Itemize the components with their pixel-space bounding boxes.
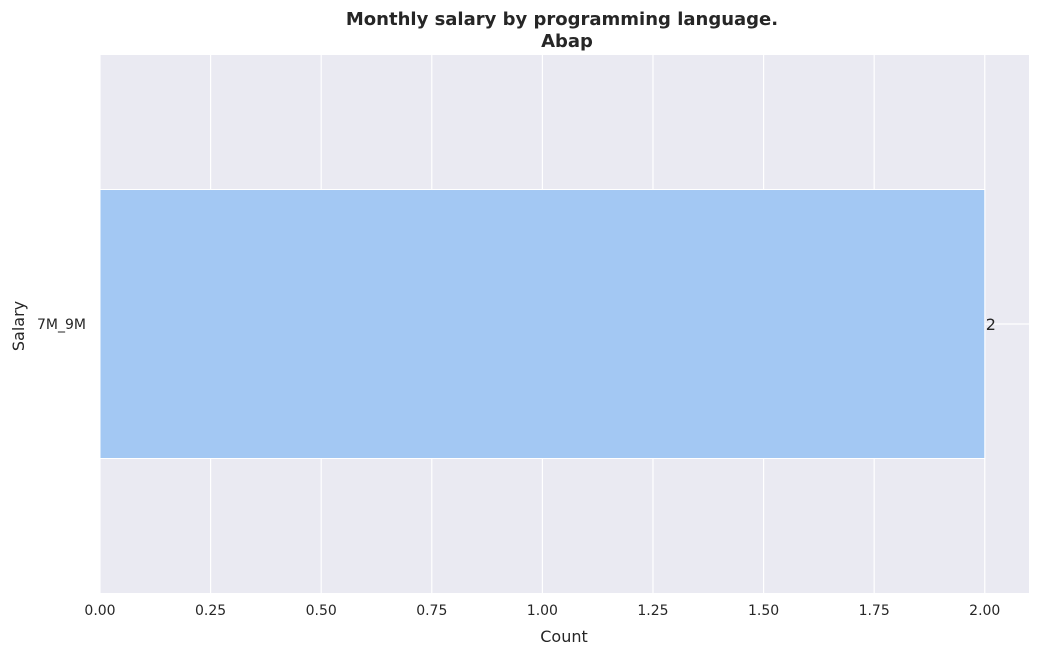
- x-tick-label: 2.00: [969, 603, 1000, 619]
- chart-title-line2: Abap: [541, 31, 593, 52]
- bar-7M_9M: [99, 189, 986, 459]
- chart-title-line1: Monthly salary by programming language.: [346, 9, 778, 30]
- x-tick-label: 1.50: [748, 603, 779, 619]
- y-ticks: 7M_9M: [37, 317, 86, 333]
- x-ticks: 0.00 0.25 0.50 0.75 1.00 1.25 1.50 1.75 2.00: [84, 603, 1000, 619]
- x-tick-label: 1.00: [527, 603, 558, 619]
- x-tick-label: 1.25: [637, 603, 668, 619]
- y-tick-label: 7M_9M: [37, 317, 86, 333]
- x-tick-label: 0.00: [84, 603, 115, 619]
- x-tick-label: 1.75: [859, 603, 890, 619]
- data-labels: 2: [986, 315, 996, 334]
- x-tick-label: 0.50: [306, 603, 337, 619]
- bar-value-label: 2: [986, 315, 996, 334]
- x-tick-label: 0.25: [195, 603, 226, 619]
- y-axis-label: Salary: [9, 301, 28, 351]
- bars: [99, 189, 986, 459]
- x-tick-label: 0.75: [416, 603, 447, 619]
- x-axis-label: Count: [540, 627, 588, 646]
